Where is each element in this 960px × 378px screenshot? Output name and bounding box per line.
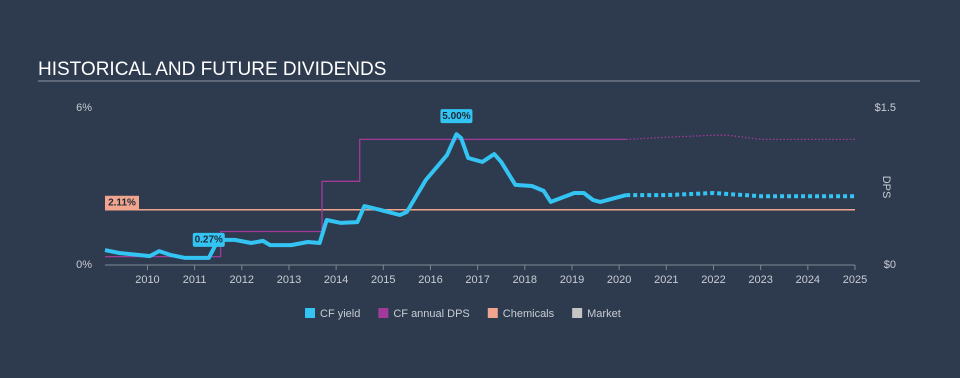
y2-axis-label: DPS <box>880 176 892 199</box>
y-tick-label: 0% <box>76 259 92 271</box>
series-line <box>105 138 627 258</box>
x-tick-label: 2022 <box>701 274 725 286</box>
forecast-line <box>626 190 855 199</box>
x-tick-label: 2016 <box>418 274 442 286</box>
x-tick-label: 2017 <box>465 274 489 286</box>
x-tick-label: 2015 <box>371 274 395 286</box>
annotation-label: 5.00% <box>442 111 470 122</box>
x-tick-label: 2020 <box>607 274 631 286</box>
legend-swatch <box>378 308 389 318</box>
benchmark-label-box <box>105 195 139 210</box>
x-tick-label: 2012 <box>230 274 254 286</box>
y2-tick-label: $1.5 <box>875 102 896 114</box>
x-tick-label: 2021 <box>654 274 678 286</box>
x-tick-label: 2011 <box>183 274 207 286</box>
x-tick-label: 2014 <box>324 274 348 286</box>
annotation-label: 0.27% <box>195 235 223 246</box>
legend-label: Chemicals <box>503 308 555 320</box>
x-tick-label: 2018 <box>513 274 537 286</box>
x-tick-label: 2010 <box>135 274 159 286</box>
benchmark-label: 2.11% <box>108 197 136 208</box>
y-tick-label: 6% <box>76 102 92 114</box>
legend-swatch <box>487 308 498 318</box>
x-tick-label: 2013 <box>277 274 301 286</box>
y2-tick-label: $0 <box>884 259 896 271</box>
x-tick-label: 2025 <box>843 274 867 286</box>
annotation-box <box>440 109 473 124</box>
legend-label: CF annual DPS <box>393 308 469 320</box>
legend-label: Market <box>587 308 621 320</box>
legend-swatch <box>305 308 315 318</box>
x-tick-label: 2023 <box>748 274 772 286</box>
chart-title: HISTORICAL AND FUTURE DIVIDENDS <box>38 59 386 80</box>
series-line <box>104 132 627 260</box>
annotation-box <box>192 232 225 247</box>
forecast-line <box>626 134 855 141</box>
x-tick-label: 2019 <box>560 274 584 286</box>
legend-swatch <box>572 308 583 318</box>
x-tick-label: 2024 <box>796 274 820 286</box>
legend-label: CF yield <box>320 308 360 320</box>
